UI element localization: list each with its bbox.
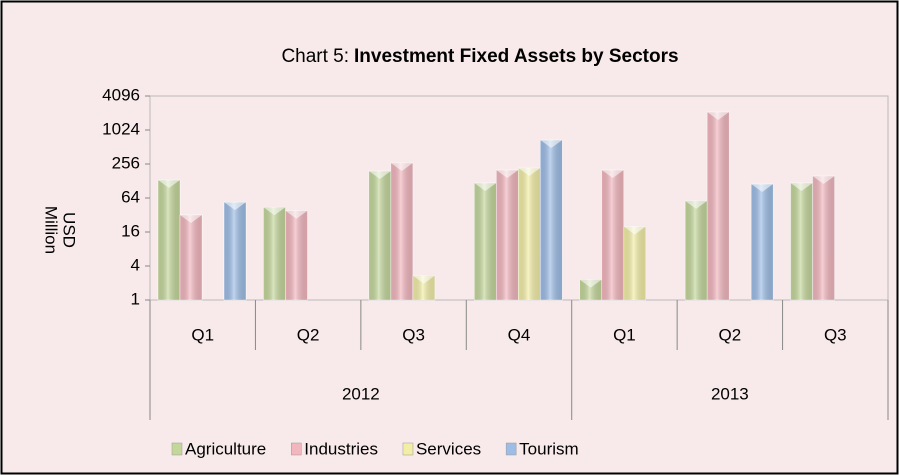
- bar-cap: [158, 180, 180, 189]
- group-label: 2012: [342, 384, 380, 403]
- x-tick-label: Q1: [613, 325, 636, 344]
- bar-shade: [158, 180, 180, 300]
- bar: [263, 206, 286, 301]
- y-tick-label: 64: [121, 187, 140, 206]
- bar-cap: [812, 175, 835, 184]
- y-tick-label: 1: [131, 289, 140, 308]
- bar-cap: [685, 200, 708, 209]
- y-tick-label: 256: [112, 153, 140, 172]
- x-tick-label: Q3: [402, 325, 425, 344]
- y-tick-label: 1024: [102, 119, 140, 138]
- bar: [496, 169, 519, 301]
- bar: [684, 200, 708, 301]
- bar: [179, 214, 203, 301]
- bar-cap: [180, 215, 202, 223]
- bar-shade: [474, 182, 497, 300]
- y-tick-label: 16: [121, 221, 140, 240]
- bar-cap: [496, 170, 519, 179]
- bar-shade: [285, 210, 308, 300]
- legend-label: Agriculture: [185, 439, 266, 458]
- bar-shade: [601, 170, 624, 300]
- bar-shade: [412, 275, 435, 300]
- bar-cap: [518, 168, 541, 177]
- legend-swatch: [291, 442, 302, 456]
- y-tick-label: 4: [131, 255, 140, 274]
- bar-shade: [707, 112, 730, 300]
- x-tick-label: Q1: [191, 325, 214, 344]
- bar: [390, 162, 414, 301]
- bar-shade: [623, 226, 646, 300]
- bar-shade: [579, 279, 602, 300]
- legend-label: Tourism: [519, 439, 579, 458]
- bar-cap: [368, 171, 391, 180]
- bar-cap: [579, 279, 602, 288]
- bar: [540, 139, 563, 301]
- bar-shade: [390, 162, 413, 300]
- bar-cap: [601, 170, 624, 179]
- bar: [285, 210, 308, 301]
- bar: [750, 183, 774, 301]
- bar-cap: [751, 184, 774, 193]
- bar-cap: [540, 140, 563, 149]
- y-tick-label: 4096: [102, 85, 140, 104]
- x-tick-label: Q2: [719, 325, 742, 344]
- bar: [706, 111, 730, 301]
- bar-cap: [285, 210, 308, 219]
- y-label-line: Million: [42, 206, 61, 254]
- x-tick-label: Q2: [297, 325, 320, 344]
- y-axis-label: USD Million: [42, 206, 79, 254]
- x-tick-label: Q4: [508, 325, 531, 344]
- bar-shade: [540, 140, 563, 300]
- bar: [157, 179, 181, 301]
- bar: [368, 170, 392, 301]
- bar-shade: [790, 182, 813, 300]
- bar-shade: [518, 168, 541, 300]
- x-tick-label: Q3: [824, 325, 847, 344]
- bar-shade: [751, 184, 774, 300]
- bar-cap: [707, 112, 730, 121]
- bar-cap: [623, 226, 646, 235]
- bar: [518, 167, 541, 301]
- bar-shade: [368, 171, 391, 300]
- bar-cap: [390, 162, 413, 171]
- bar-shade: [224, 202, 246, 300]
- bar-cap: [790, 182, 813, 191]
- bar-shade: [263, 207, 286, 300]
- bar-shade: [496, 170, 519, 300]
- bar: [474, 182, 497, 301]
- legend-swatch: [171, 442, 183, 456]
- bar-shade: [685, 200, 708, 300]
- bar: [579, 279, 602, 301]
- legend-label: Industries: [304, 439, 378, 458]
- bar-shade: [812, 175, 835, 300]
- bar: [790, 182, 813, 301]
- legend-swatch: [402, 442, 414, 456]
- bar-cap: [263, 207, 286, 216]
- chart-title: Chart 5: Investment Fixed Assets by Secto…: [281, 46, 678, 67]
- bar-cap: [474, 182, 497, 191]
- bar-cap: [224, 202, 246, 211]
- bar: [601, 169, 624, 301]
- bar: [412, 275, 436, 301]
- bar-shade: [180, 215, 202, 300]
- y-label-line: USD: [60, 212, 79, 248]
- bar: [623, 226, 646, 301]
- bar-cap: [412, 275, 435, 284]
- bar: [812, 175, 835, 301]
- bar: [223, 201, 247, 301]
- group-label: 2013: [711, 384, 749, 403]
- legend-swatch: [505, 442, 517, 456]
- title-main: Investment Fixed Assets by Sectors: [354, 46, 679, 67]
- title-prefix: Chart 5:: [281, 46, 349, 67]
- legend-label: Services: [416, 439, 481, 458]
